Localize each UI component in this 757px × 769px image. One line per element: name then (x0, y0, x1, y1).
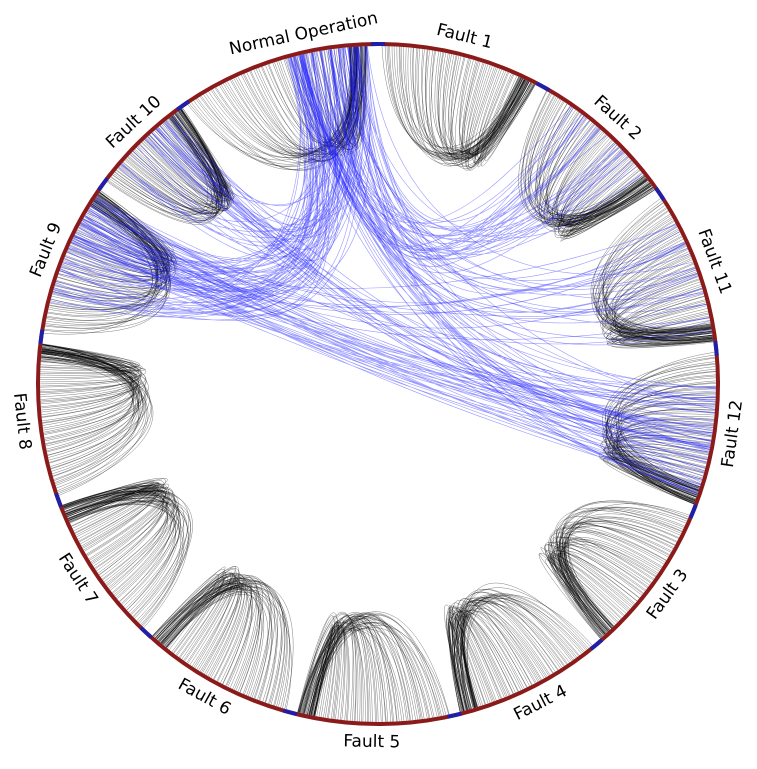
cross-chords-normal-f2 (290, 46, 643, 274)
chord-bundle-f3 (538, 500, 690, 639)
cross-chords-normal-f11 (290, 46, 712, 346)
ring-separator-f5 (447, 711, 462, 719)
chord-bundle-f8 (39, 343, 154, 496)
ring-separator-f7 (139, 626, 153, 639)
chord-bundle-f12 (598, 352, 717, 505)
segment-label-f10: Fault 10 (102, 92, 165, 153)
segment-label-f8: Fault 8 (9, 392, 35, 451)
cross-chords-f9-f11 (71, 197, 711, 345)
outer-ring (36, 42, 720, 726)
cross-chords-f10-f12 (145, 113, 717, 495)
ring-separator-f8 (54, 492, 63, 508)
ring-separator-f10 (97, 177, 109, 192)
segment-label-f6: Fault 6 (175, 675, 235, 720)
cross-chords-normal-f12 (286, 46, 717, 494)
ring-separator-f4 (589, 638, 604, 651)
segment-label-f12: Fault 12 (718, 399, 747, 469)
segment-label-f5: Fault 5 (343, 731, 400, 752)
ring-separator-normal (176, 99, 190, 112)
cross-segment-chords (49, 46, 717, 495)
ring-separator-f6 (282, 708, 298, 717)
ring-separator-f12 (713, 341, 719, 356)
chord-bundle-f5 (297, 611, 450, 723)
cross-chords-f9-f12 (67, 195, 716, 495)
ring-separator-f2 (535, 81, 551, 92)
ring-separator-f11 (654, 186, 666, 201)
ring-separator-f9 (38, 329, 45, 344)
segment-label-f11: Fault 11 (693, 226, 735, 297)
chord-bundle-f1 (381, 45, 536, 171)
segment-label-f3: Fault 3 (643, 565, 693, 623)
segment-label-f2: Fault 2 (590, 91, 646, 144)
cross-chords-normal-f9 (49, 46, 371, 321)
ring-separator-f3 (688, 504, 698, 519)
segment-label-f7: Fault 7 (54, 550, 102, 609)
segment-label-f1: Fault 1 (435, 20, 495, 53)
